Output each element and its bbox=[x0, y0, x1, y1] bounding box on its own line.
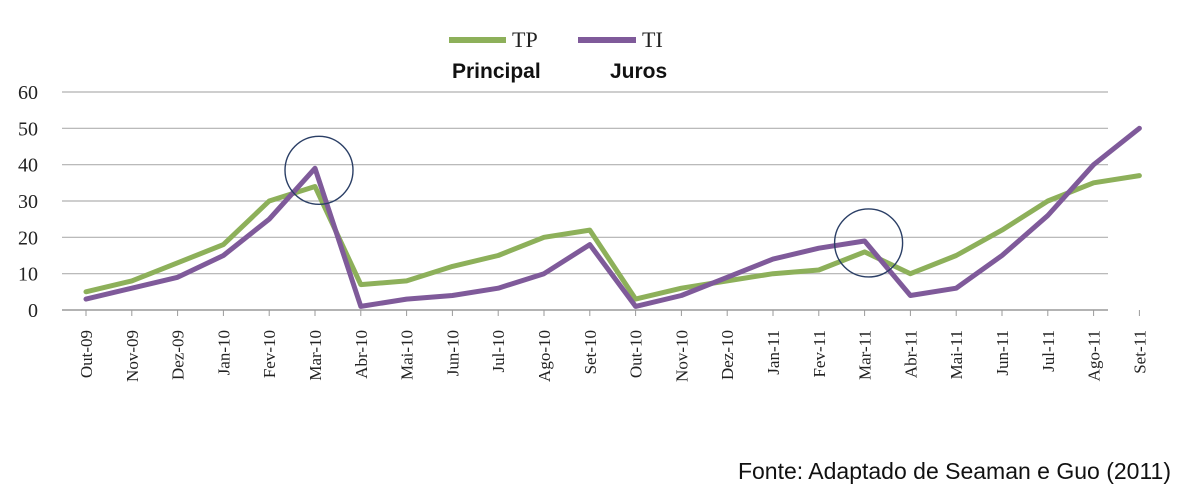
x-tick-label: Abr-11 bbox=[901, 330, 920, 378]
legend: TP TI Principal Juros bbox=[449, 27, 667, 83]
x-tick-label: Fev-10 bbox=[260, 330, 279, 378]
x-tick-label: Set-10 bbox=[581, 330, 600, 374]
y-tick-label: 60 bbox=[18, 82, 38, 104]
series-line-ti bbox=[83, 125, 1142, 309]
x-tick-label: Abr-10 bbox=[352, 330, 371, 379]
x-tick-label: Jun-11 bbox=[993, 330, 1012, 376]
x-tick-label: Ago-11 bbox=[1085, 330, 1104, 381]
y-axis: 0 10 20 30 40 50 60 bbox=[18, 82, 38, 322]
grid-lines bbox=[62, 91, 1108, 311]
highlight-circles bbox=[284, 135, 904, 278]
x-tick-label: Out-10 bbox=[627, 330, 646, 378]
y-tick-label: 50 bbox=[18, 118, 38, 140]
series-line-tp bbox=[83, 173, 1142, 302]
x-tick-label: Nov-09 bbox=[123, 330, 142, 382]
x-tick-label: Dez-10 bbox=[718, 330, 737, 380]
x-tick-label: Nov-10 bbox=[672, 330, 691, 382]
legend-sub-principal: Principal bbox=[452, 60, 541, 83]
y-tick-label: 30 bbox=[18, 191, 38, 213]
highlight-circle bbox=[833, 208, 904, 278]
x-tick-label: Ago-10 bbox=[535, 330, 554, 382]
x-tick-label: Jan-10 bbox=[214, 330, 233, 375]
y-tick-label: 20 bbox=[18, 227, 38, 249]
x-axis: Out-09 Nov-09 Dez-09 Jan-10 Fev-10 Mar-10 Abr-… bbox=[77, 310, 1149, 382]
y-tick-label: 10 bbox=[18, 264, 38, 286]
x-tick-label: Mar-11 bbox=[856, 330, 875, 380]
x-tick-label: Jun-10 bbox=[443, 330, 462, 376]
y-tick-label: 40 bbox=[18, 155, 38, 177]
legend-label-ti: TI bbox=[642, 27, 663, 52]
x-tick-label: Out-09 bbox=[77, 330, 96, 378]
highlight-circle bbox=[284, 135, 354, 206]
x-tick-label: Mai-10 bbox=[398, 330, 417, 380]
source-caption: Fonte: Adaptado de Seaman e Guo (2011) bbox=[737, 458, 1171, 484]
x-tick-label: Jan-11 bbox=[764, 330, 783, 375]
x-tick-label: Mar-10 bbox=[306, 330, 325, 381]
legend-label-tp: TP bbox=[512, 27, 538, 52]
y-tick-label: 0 bbox=[28, 300, 38, 322]
x-tick-label: Jul-10 bbox=[489, 330, 508, 373]
x-tick-label: Set-11 bbox=[1130, 330, 1149, 374]
x-tick-label: Fev-11 bbox=[810, 330, 829, 378]
x-tick-label: Mai-11 bbox=[947, 330, 966, 379]
x-tick-label: Jul-11 bbox=[1039, 330, 1058, 372]
legend-sub-juros: Juros bbox=[610, 60, 667, 83]
x-tick-label: Dez-09 bbox=[169, 330, 188, 380]
series-lines bbox=[83, 125, 1142, 309]
